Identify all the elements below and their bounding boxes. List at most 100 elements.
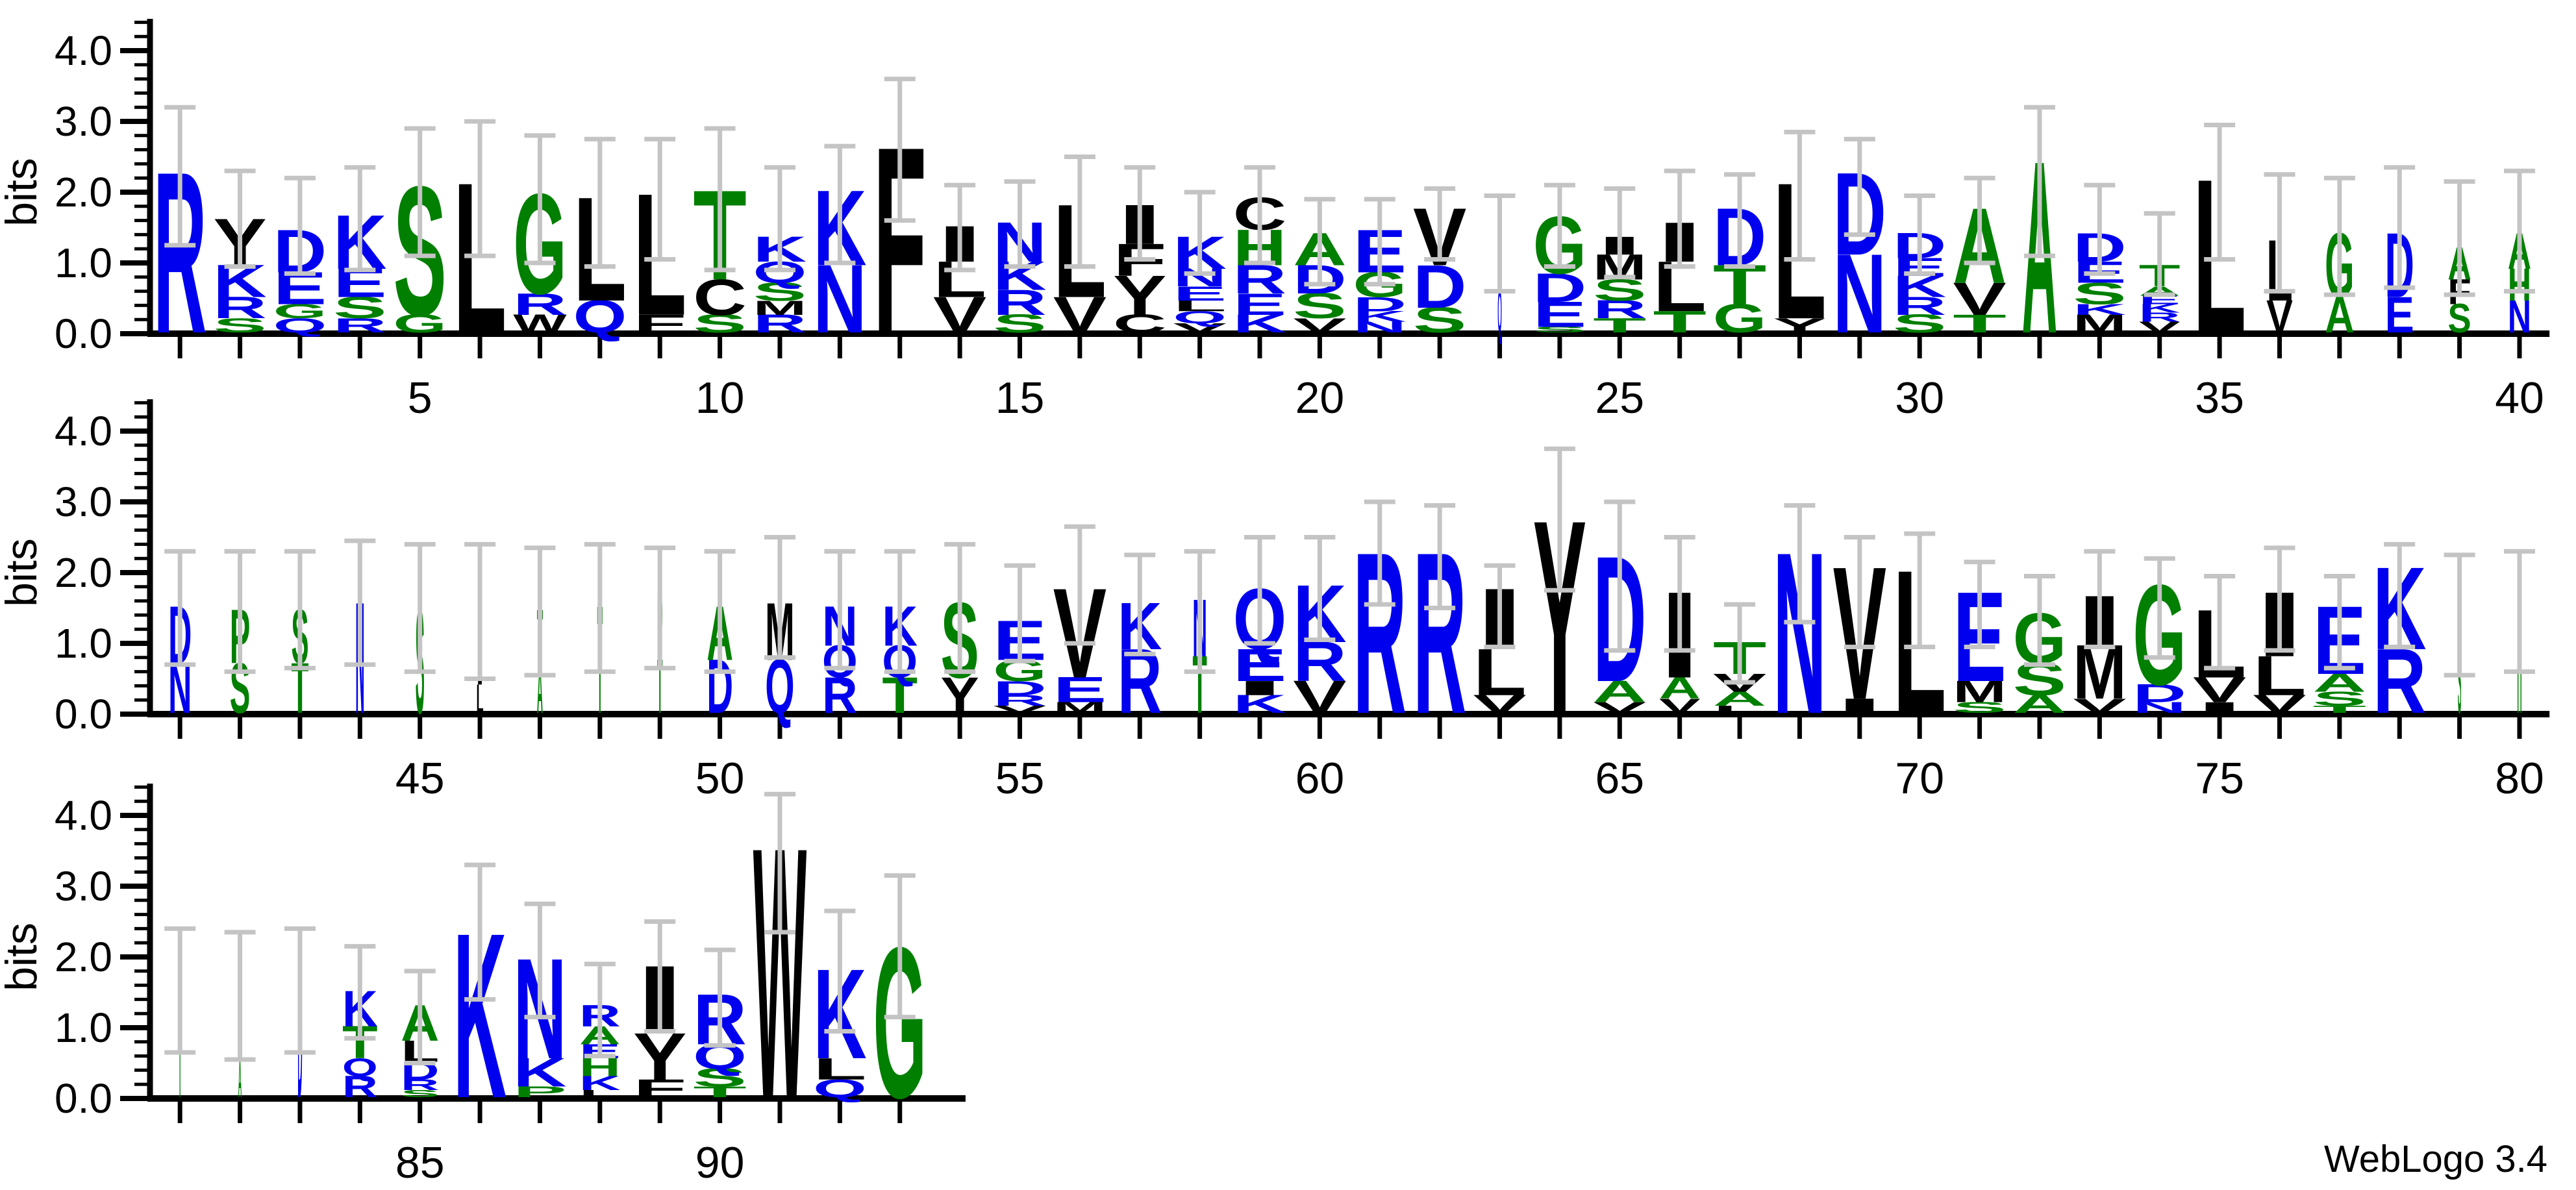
stack-pos-28: YL — [1773, 129, 1827, 360]
logo-letter-T-pos49: T — [657, 644, 663, 730]
stack-pos-42: SP — [224, 549, 256, 728]
logo-letter-G-pos27: G — [1713, 295, 1766, 341]
stack-pos-78: RK — [2373, 541, 2427, 733]
logo-letter-S-pos33: S — [2073, 276, 2126, 310]
stack-pos-87: PKN — [513, 901, 567, 1100]
error-bar-pos-29 — [1844, 136, 1875, 237]
stack-pos-11: RMSQK — [753, 165, 807, 338]
stack-pos-91: W — [753, 773, 807, 1174]
stack-pos-81: T — [164, 926, 196, 1130]
error-bar-pos-48 — [584, 541, 616, 675]
stack-pos-71: SME — [1953, 560, 2007, 716]
row2-y-axis: 0.0 1.0 2.0 3.0 4.0 bits — [0, 399, 153, 738]
logo-letter-D-pos21: D — [1353, 293, 1407, 316]
stack-pos-30: SRKED — [1893, 193, 1946, 338]
stack-pos-84: RQTK — [342, 944, 378, 1104]
stack-pos-51: QM — [764, 535, 795, 730]
error-bar-pos-70 — [1904, 531, 1936, 649]
logo-letter-V-pos75: V — [2193, 670, 2247, 710]
logo-letter-N-pos21: N — [1353, 319, 1407, 336]
logo-letter-L-pos18: L — [1173, 297, 1227, 314]
logo-letter-M-pos11: M — [753, 296, 807, 319]
error-bar-pos-71 — [1964, 560, 1995, 649]
stack-pos-27: GTD — [1713, 172, 1766, 341]
logo-letter-K-pos87: K — [513, 1049, 566, 1095]
error-bar-pos-20 — [1304, 197, 1336, 287]
logo-letter-S-pos4: S — [333, 290, 386, 325]
error-bar-pos-50 — [704, 549, 736, 675]
logo-letter-F-pos9: F — [633, 310, 686, 338]
logo-letter-V-pos66: V — [1659, 694, 1701, 717]
logo-letter-K-pos88: K — [579, 1072, 621, 1095]
logo-letter-N-pos40: N — [2508, 291, 2531, 342]
logo-letter-E-pos56: E — [1053, 670, 1107, 710]
stack-pos-54: YS — [941, 541, 979, 725]
logo-letter-D-pos24: D — [1533, 265, 1586, 311]
stack-pos-74: NDG — [2133, 556, 2186, 716]
stack-pos-64: Y — [1533, 446, 1586, 772]
error-bar-pos-26 — [1664, 168, 1695, 269]
logo-letter-S-pos39: S — [2448, 295, 2471, 341]
logo-letter-A-pos72: A — [2013, 690, 2066, 719]
stack-pos-40: NHA — [2504, 168, 2536, 343]
error-bar-pos-44 — [344, 538, 376, 667]
error-bar-pos-84 — [344, 944, 376, 1041]
logo-letter-A-pos47: A — [537, 653, 543, 727]
stack-pos-73: VMI — [2073, 549, 2127, 717]
logo-letter-S-pos77: S — [2313, 688, 2366, 710]
logo-letter-V-pos65: V — [1593, 699, 1646, 716]
logo-letter-L-pos46: L — [477, 676, 484, 722]
error-bar-pos-68 — [1784, 502, 1816, 625]
error-bar-pos-78 — [2384, 541, 2416, 649]
stack-pos-80: H — [2504, 549, 2536, 746]
error-bar-pos-4 — [344, 165, 376, 273]
stack-pos-32: A — [2022, 105, 2057, 385]
row3-x-axis: 85 90 — [147, 1095, 966, 1187]
logo-letter-R-pos55: R — [993, 692, 1046, 709]
error-bar-pos-92 — [824, 908, 856, 1034]
row3-xtick-label-90: 90 — [695, 1138, 745, 1187]
logo-letter-K-pos21: K — [1353, 308, 1407, 325]
logo-letter-P-pos87: P — [513, 1084, 566, 1100]
error-bar-pos-67 — [1724, 602, 1756, 685]
error-bar-pos-3 — [284, 175, 316, 276]
logo-letter-T-pos90: T — [693, 1084, 746, 1100]
stack-pos-9: FL — [633, 136, 686, 352]
stack-pos-45: S — [404, 541, 436, 745]
logo-letter-L-pos67: L — [1713, 704, 1766, 715]
row1-xtick-label-35: 35 — [2195, 373, 2244, 423]
logo-letter-T-pos77: T — [2313, 704, 2366, 715]
logo-letter-L-pos88: L — [579, 1088, 621, 1100]
error-bar-pos-82 — [224, 930, 256, 1062]
error-bar-pos-63 — [1484, 563, 1516, 649]
logo-letter-R-pos25: R — [1593, 295, 1646, 324]
stack-pos-22: SDV — [1413, 186, 1466, 340]
row1-ytick-label: 4.0 — [55, 27, 112, 74]
logo-letter-N-pos74: N — [2133, 699, 2186, 716]
error-bar-pos-51 — [764, 535, 795, 660]
logo-letter-T-pos53: T — [882, 667, 918, 725]
error-bar-pos-25 — [1604, 186, 1636, 280]
error-bar-pos-17 — [1124, 165, 1156, 262]
stack-pos-62: R — [1413, 502, 1466, 762]
stack-pos-88: LKHEAR — [579, 961, 621, 1100]
logo-letter-V-pos63: V — [1473, 690, 1527, 719]
error-bar-pos-19 — [1244, 165, 1276, 266]
error-bar-pos-88 — [584, 961, 616, 1059]
error-bar-pos-21 — [1364, 197, 1395, 287]
row1-ytick-label: 3.0 — [55, 98, 112, 145]
logo-letter-S-pos11: S — [753, 278, 807, 306]
stack-pos-57: RK — [1118, 552, 1162, 733]
logo-letter-V-pos55: V — [993, 704, 1047, 715]
error-bar-pos-93 — [884, 873, 916, 1020]
stack-pos-52: RQN — [822, 549, 858, 725]
stack-pos-31: TVA — [1953, 175, 2007, 338]
error-bar-pos-75 — [2204, 573, 2236, 671]
row3-ylabel: bits — [0, 923, 46, 991]
row3-y-axis: 0.0 1.0 2.0 3.0 4.0 bits — [0, 783, 153, 1122]
row2-xtick-label-60: 60 — [1295, 754, 1345, 803]
row1-xtick-label-10: 10 — [695, 373, 745, 423]
error-bar-pos-35 — [2204, 122, 2236, 262]
